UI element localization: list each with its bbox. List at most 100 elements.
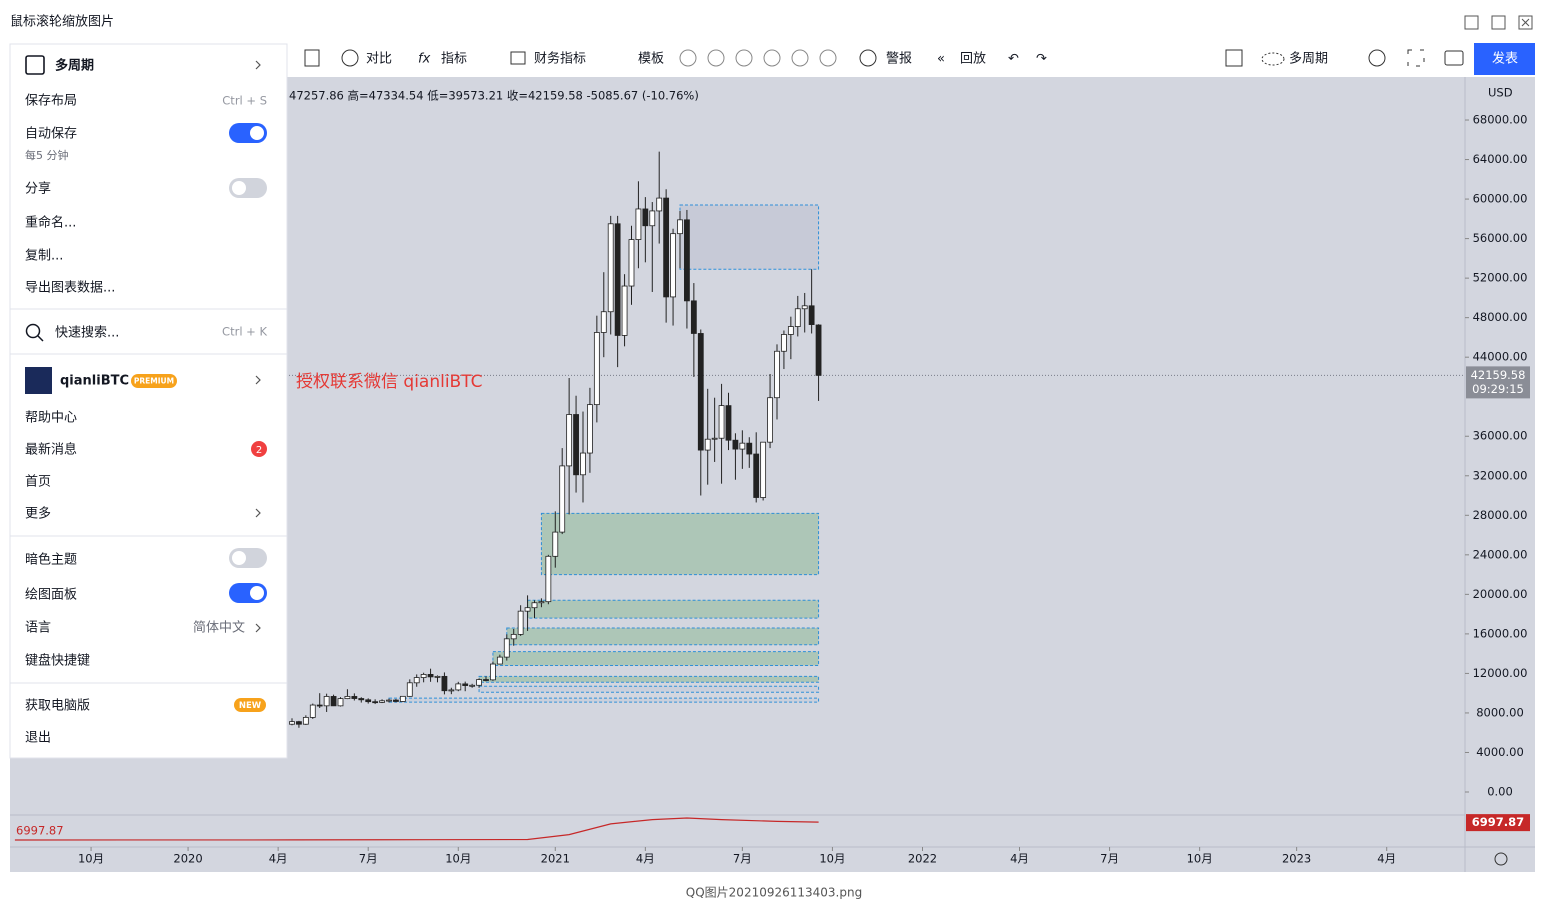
submenu-arrows: [255, 60, 261, 633]
menu-item[interactable]: 退出: [25, 731, 51, 746]
countdown-label: 09:29:15: [1472, 382, 1524, 396]
candle-body: [600, 311, 607, 333]
candle-body: [503, 638, 510, 658]
watermark: 授权联系微信 qianliBTC: [296, 372, 482, 392]
candle-body: [593, 332, 600, 406]
candle-body: [587, 404, 593, 454]
indicators-button[interactable]: 指标: [441, 52, 467, 67]
cloud-icon: [1261, 52, 1285, 66]
layout-button[interactable]: 多周期: [1289, 51, 1328, 67]
candle-body: [462, 683, 469, 686]
toggle[interactable]: [229, 548, 267, 568]
y-tick-label: 44000.00: [1473, 350, 1528, 364]
candle-body: [524, 607, 531, 612]
alert-button[interactable]: 警报: [886, 51, 912, 67]
candle-body: [725, 405, 732, 441]
menu-item[interactable]: 多周期: [55, 58, 94, 74]
candle-body: [663, 197, 670, 298]
x-tick-label: 7月: [733, 852, 752, 866]
toggle-knob: [250, 586, 264, 600]
menu-item[interactable]: 绘图面板: [25, 588, 77, 603]
toggle[interactable]: [229, 123, 267, 143]
compare-button[interactable]: 对比: [366, 52, 392, 67]
undo-button[interactable]: ↶: [1008, 52, 1019, 67]
menu-item[interactable]: 保存布局: [25, 94, 77, 109]
toggle[interactable]: [229, 583, 267, 603]
candle-body: [621, 285, 628, 336]
financials-button[interactable]: 财务指标: [534, 51, 586, 67]
candle-body: [767, 397, 773, 443]
zone: [492, 651, 820, 667]
language-value: 简体中文: [193, 620, 245, 636]
menu-item[interactable]: 更多: [25, 506, 51, 522]
alert-icon: [859, 49, 877, 67]
x-tick-label: 4月: [1377, 852, 1396, 866]
avatar: [25, 367, 52, 394]
menu-item[interactable]: 语言: [25, 621, 51, 636]
publish-button[interactable]: 发表: [1492, 51, 1518, 67]
menu-item[interactable]: 最新消息: [25, 442, 77, 458]
window-controls[interactable]: [1464, 15, 1533, 30]
redo-button[interactable]: ↷: [1036, 52, 1048, 67]
candle-body: [787, 326, 794, 335]
candle-body: [559, 465, 566, 533]
y-tick-label: 64000.00: [1473, 152, 1528, 166]
y-tick-label: 36000.00: [1473, 429, 1528, 443]
menu-item[interactable]: 首页: [25, 475, 51, 490]
candle-body: [448, 689, 455, 692]
y-tick-label: 12000.00: [1473, 666, 1528, 680]
menu-item[interactable]: 键盘快捷键: [25, 653, 90, 669]
candle-body: [399, 695, 406, 702]
candle-body: [455, 683, 462, 691]
menu-item[interactable]: 帮助中心: [25, 411, 77, 426]
news-badge: 2: [256, 445, 262, 456]
indicator-badge: [1466, 814, 1530, 832]
menu-item[interactable]: 分享: [25, 181, 51, 197]
ohlc-header: 47257.86 高=47334.54 低=39573.21 收=42159.5…: [289, 89, 699, 103]
fx-icon: fx: [418, 52, 431, 67]
search-icon: [37, 335, 44, 342]
menu-item[interactable]: 获取电脑版: [25, 699, 90, 714]
zone: [388, 697, 820, 703]
publish-bg[interactable]: [1474, 43, 1535, 75]
x-tick-label: 2020: [173, 852, 202, 866]
menu-bg: [9, 43, 288, 759]
menu-item[interactable]: 暗色主题: [25, 552, 77, 568]
candle-body: [379, 700, 385, 703]
x-tick-label: 7月: [1100, 852, 1119, 866]
user-name[interactable]: qianliBTC: [60, 374, 129, 389]
candle-body: [441, 675, 448, 692]
menu-item[interactable]: 导出图表数据...: [25, 281, 115, 296]
axis-settings[interactable]: [1494, 852, 1508, 866]
menu-item[interactable]: 自动保存: [25, 127, 77, 142]
currency-label[interactable]: USD: [1488, 86, 1513, 100]
indicator-line: [14, 817, 819, 841]
replay-button[interactable]: 回放: [960, 52, 986, 67]
zone: [527, 599, 820, 619]
candle-body: [344, 696, 351, 700]
y-tick-label: 32000.00: [1473, 468, 1528, 482]
compare-icon[interactable]: [341, 49, 359, 67]
menu-item[interactable]: 重命名...: [25, 215, 76, 231]
menu-item[interactable]: 快速搜索...: [55, 326, 119, 341]
templates-button[interactable]: 模板: [638, 52, 664, 67]
zone: [506, 627, 820, 646]
y-tick-label: 20000.00: [1473, 587, 1528, 601]
financials-icon: [510, 51, 526, 65]
chart-type-button[interactable]: [304, 49, 320, 67]
menu-item[interactable]: 复制...: [25, 249, 63, 264]
screenshot-button[interactable]: [1444, 50, 1464, 66]
zone: [478, 685, 820, 693]
layout-icon[interactable]: [1225, 49, 1243, 67]
candle-body: [510, 633, 517, 640]
drawing-tool-buttons[interactable]: [679, 49, 837, 67]
candle-body: [732, 439, 739, 450]
candle-body: [337, 698, 344, 707]
candle-body: [690, 300, 697, 334]
candle-body: [358, 698, 365, 701]
fullscreen-button[interactable]: [1407, 49, 1425, 67]
last-price-badge: [1466, 366, 1530, 399]
settings-button[interactable]: [1368, 49, 1386, 67]
toggle[interactable]: [229, 178, 267, 198]
